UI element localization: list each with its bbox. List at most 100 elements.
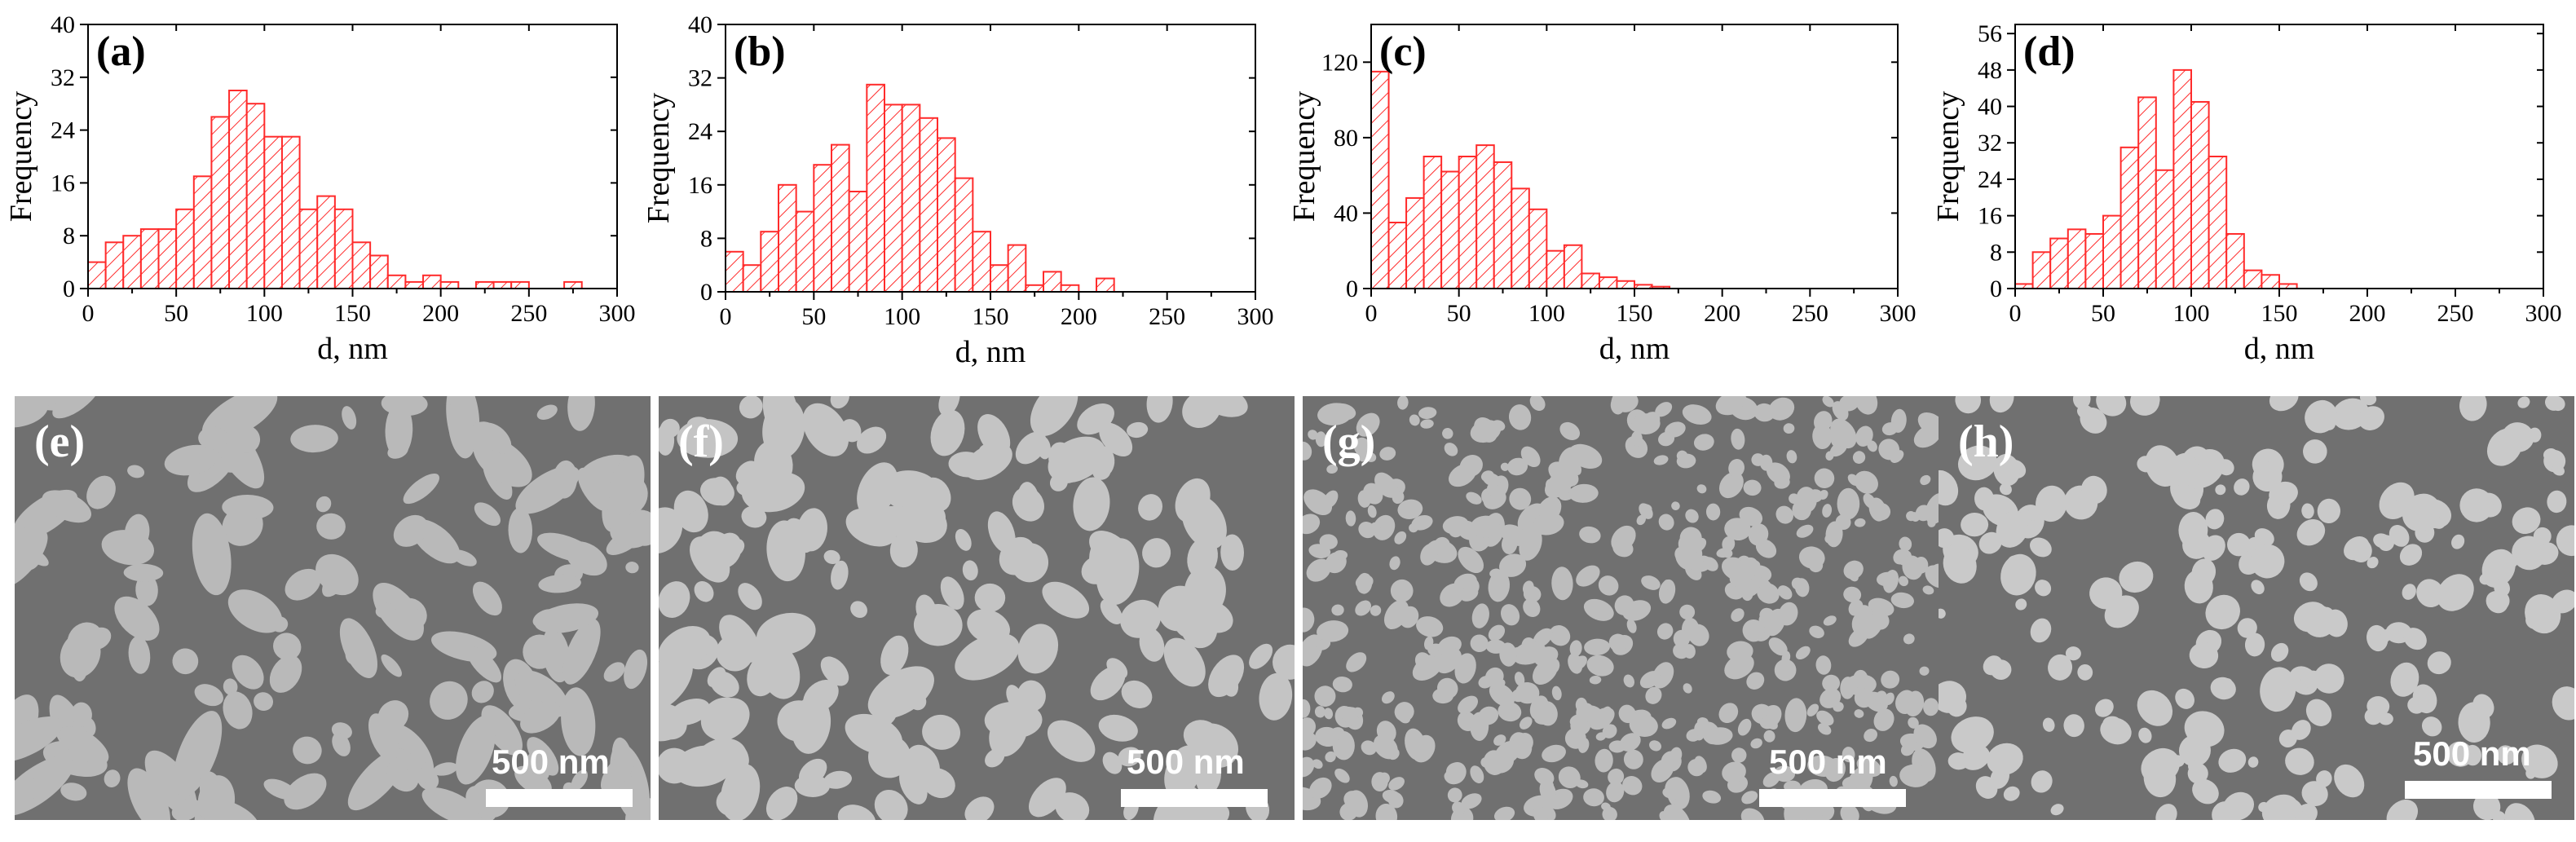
particle (668, 699, 710, 725)
particle (194, 684, 223, 707)
particle (2100, 717, 2132, 745)
particle (1871, 611, 1890, 630)
particle (1927, 518, 1936, 527)
particle (393, 514, 428, 547)
particle (1163, 637, 1206, 687)
particle (2269, 396, 2299, 412)
particle (1316, 638, 1331, 650)
particle (1470, 765, 1484, 784)
particle (857, 462, 898, 518)
hist-a-bar (422, 274, 442, 289)
particle (1748, 523, 1769, 546)
hist-b-bar (848, 191, 868, 293)
particle (1903, 633, 1915, 645)
hist-d-ytick-label: 56 (1978, 20, 2002, 47)
particle (2291, 720, 2311, 740)
particle (1424, 636, 1434, 650)
hist-d-bar (2190, 100, 2210, 289)
particle (1693, 434, 1714, 451)
particle (830, 396, 849, 409)
particle (1759, 454, 1773, 471)
particle (2303, 439, 2327, 464)
particle (1602, 724, 1617, 738)
particle (466, 646, 502, 683)
particle (1355, 600, 1372, 616)
particle (404, 749, 428, 772)
hist-b-bar (990, 264, 1009, 293)
particle (471, 681, 494, 703)
particle (433, 762, 458, 776)
particle (1923, 698, 1939, 716)
particle (456, 715, 496, 785)
hist-b-ylabel: Frequency (642, 93, 676, 223)
particle (2472, 694, 2494, 719)
particle (273, 633, 302, 661)
hist-c-xtick-label: 0 (1365, 300, 1378, 327)
particle (726, 539, 745, 558)
particle (2089, 577, 2123, 610)
particle (2525, 768, 2536, 779)
particle (1673, 643, 1690, 659)
particle (1939, 681, 1966, 713)
particle (700, 697, 745, 740)
particle (1521, 690, 1533, 702)
particle (1854, 709, 1864, 718)
hist-c-bar (1387, 222, 1408, 289)
particle (1656, 623, 1674, 640)
hist-a-ytick-label: 40 (51, 11, 75, 38)
particle (223, 678, 238, 695)
particle (1569, 640, 1582, 657)
particle (659, 747, 692, 784)
hist-b-bar (760, 231, 779, 293)
particle (2296, 518, 2326, 546)
particle (2015, 598, 2027, 611)
particle (2473, 792, 2501, 820)
particle (2065, 646, 2081, 661)
particle (1454, 653, 1476, 684)
particle (1370, 522, 1381, 533)
particle (1507, 457, 1528, 476)
hist-c-bar (1370, 70, 1390, 289)
particle (1390, 579, 1414, 602)
hist-d-bar (2031, 251, 2052, 289)
particle (2081, 475, 2107, 505)
hist-b-bar (813, 164, 832, 293)
hist-d-bar (2102, 214, 2122, 290)
hist-b-bar (795, 210, 815, 293)
hist-c-bar (1511, 187, 1530, 289)
particle (1774, 476, 1790, 489)
particle (1315, 726, 1340, 747)
particle (2459, 488, 2494, 522)
particle (285, 568, 321, 601)
particle (1568, 443, 1603, 469)
particle (1356, 412, 1380, 437)
hist-a-xtick-label: 100 (246, 300, 283, 327)
particle (562, 619, 601, 685)
particle (736, 478, 766, 497)
hist-c-xtick-label: 100 (1528, 300, 1565, 327)
particle (2212, 801, 2239, 820)
particle (1534, 712, 1552, 725)
particle (385, 403, 413, 458)
particle (1795, 646, 1811, 660)
particle (1987, 743, 2023, 775)
hist-a-ylabel: Frequency (4, 91, 38, 222)
particle (1819, 489, 1828, 500)
particle (659, 418, 680, 439)
particle (2063, 714, 2084, 738)
particle (1556, 568, 1569, 580)
particle (1673, 629, 1691, 648)
particle (1629, 713, 1658, 738)
particle (2003, 786, 2020, 801)
particle (1397, 499, 1423, 520)
hist-c-ylabel: Frequency (1287, 91, 1321, 222)
particle (1520, 446, 1541, 468)
particle (1444, 443, 1458, 456)
micrograph-f-scale-label: 500 nm (1127, 743, 1245, 781)
particle (1544, 473, 1573, 499)
hist-a-bar (369, 254, 389, 289)
particle (1345, 510, 1356, 527)
particle (2380, 629, 2392, 642)
particle (1899, 764, 1930, 787)
particle (2402, 584, 2416, 600)
